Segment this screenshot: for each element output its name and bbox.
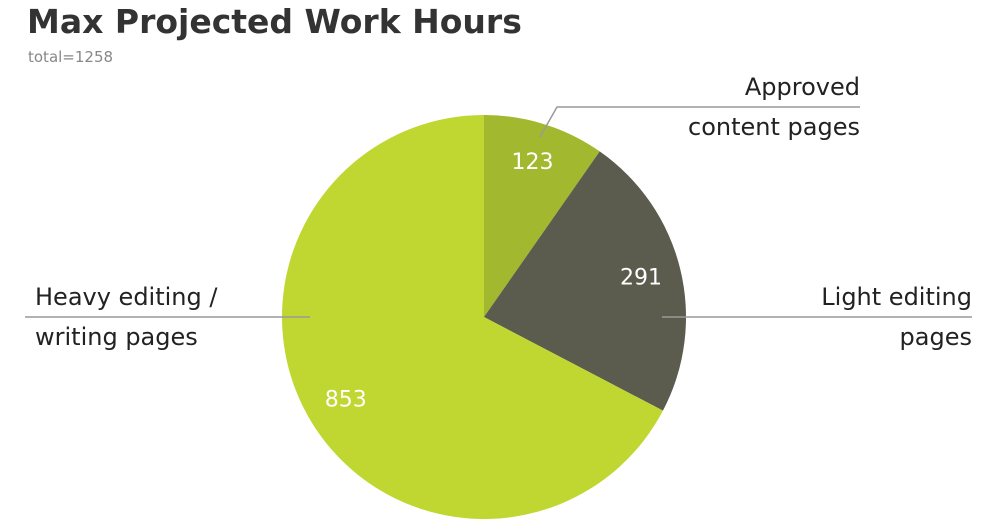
leader-lines [25, 106, 972, 318]
value-label: 291 [620, 266, 662, 291]
pie-slice [484, 151, 686, 411]
chart-subtitle: total=1258 [28, 48, 114, 66]
pie-slice [282, 115, 663, 519]
chart-title: Max Projected Work Hours [27, 2, 522, 41]
leader-line [539, 106, 860, 138]
slice-label: Heavy editing / writing pages [35, 283, 218, 351]
value-label: 853 [325, 388, 367, 413]
pie-slice [484, 115, 600, 317]
slice-label: Light editing pages [821, 283, 972, 351]
value-label: 123 [512, 150, 554, 175]
slice-label: Approved content pages [688, 73, 860, 141]
